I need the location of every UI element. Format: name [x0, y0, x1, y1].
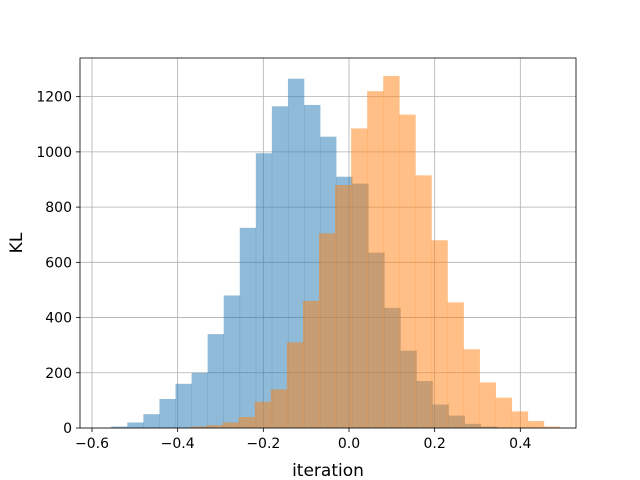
histogram-bar	[143, 414, 160, 428]
histogram-bar	[495, 397, 513, 428]
histogram-bar	[383, 75, 400, 429]
axes-frame	[79, 57, 577, 429]
histogram-bar	[527, 421, 545, 428]
ticks: −0.6 −0.4 −0.2 0.0 0.2 0.4 0 200 400 600 800 1000 12…	[36, 90, 531, 452]
histogram-bar	[511, 411, 529, 428]
y-tick-label: 0	[63, 421, 72, 437]
histogram-bar	[270, 389, 288, 428]
y-tick-label: 1000	[36, 145, 72, 161]
series-1	[190, 75, 561, 429]
histogram-bar	[127, 422, 144, 428]
histogram-bar	[399, 114, 416, 428]
x-tick-label: 0.2	[424, 436, 446, 452]
histogram-bar	[367, 91, 384, 428]
histogram-bar	[351, 128, 368, 428]
histogram-bar	[302, 300, 320, 428]
y-axis-label: KL	[7, 232, 27, 253]
histogram-bar	[191, 372, 208, 428]
y-tick-label: 200	[45, 366, 72, 382]
histogram-bar	[287, 78, 305, 428]
histogram-bar	[543, 426, 561, 428]
histogram-bar	[239, 227, 257, 428]
plot-frame	[79, 57, 577, 429]
y-tick-label: 1200	[36, 90, 72, 106]
x-tick-label: 0.0	[338, 436, 360, 452]
histogram-bar	[207, 334, 225, 428]
x-tick-label: −0.2	[246, 436, 280, 452]
histogram-bar	[431, 240, 448, 428]
histogram-bar	[415, 175, 432, 428]
histogram-bar	[254, 401, 272, 428]
histogram-bar	[159, 399, 176, 428]
histogram-bar	[447, 302, 464, 428]
histogram-bar	[111, 426, 128, 428]
histogram-bar	[222, 422, 239, 428]
histogram-bar	[463, 349, 480, 428]
histogram-bar	[255, 153, 273, 428]
histogram-bar	[335, 185, 352, 428]
y-tick-label: 800	[45, 200, 72, 216]
x-axis-label: iteration	[292, 461, 364, 480]
histogram-bar	[175, 383, 192, 428]
y-tick-label: 400	[45, 311, 72, 327]
histogram-bar	[286, 342, 304, 428]
x-tick-label: 0.4	[509, 436, 531, 452]
histogram-bar	[271, 106, 289, 428]
histogram-bar	[206, 425, 223, 428]
bars	[111, 75, 561, 429]
histogram-bar	[238, 416, 256, 428]
x-tick-label: −0.6	[75, 436, 109, 452]
histogram-bar	[190, 426, 207, 428]
histogram-bar	[319, 233, 336, 428]
x-tick-label: −0.4	[161, 436, 195, 452]
histogram-bar	[223, 295, 241, 428]
y-tick-label: 600	[45, 255, 72, 271]
histogram-bar	[479, 382, 496, 428]
